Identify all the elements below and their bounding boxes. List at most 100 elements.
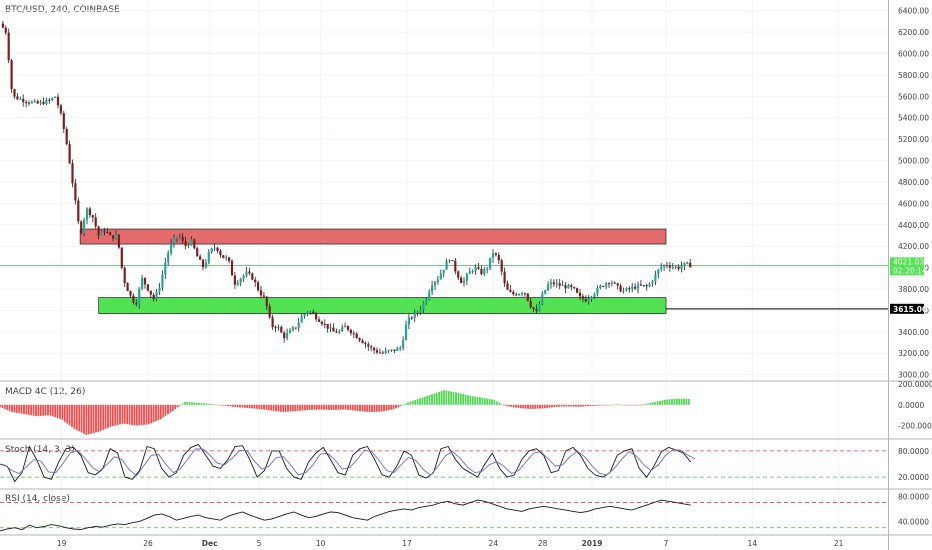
candle-body	[141, 277, 144, 289]
macd-bar	[606, 404, 609, 406]
macd-bar	[450, 391, 453, 405]
macd-bar	[440, 391, 443, 405]
support-zone	[98, 297, 667, 315]
macd-bar	[385, 404, 388, 411]
macd-bar	[546, 404, 549, 408]
macd-bar	[131, 404, 133, 425]
macd-bar	[215, 404, 217, 406]
macd-bar	[323, 404, 325, 410]
macd-bar	[270, 404, 273, 411]
candle-body	[480, 268, 483, 275]
candle-body	[381, 352, 384, 354]
macd-bar	[13, 404, 16, 413]
macd-bar	[390, 404, 393, 410]
candle-body	[219, 250, 222, 256]
macd-bar	[464, 394, 467, 405]
macd-bar	[73, 404, 76, 429]
price-tick-label: 6400.00	[898, 7, 929, 16]
candle-body	[515, 294, 518, 296]
macd-bar	[510, 404, 513, 407]
macd-bar	[642, 404, 645, 406]
time-axis-label: 7	[664, 539, 669, 548]
candle-body	[288, 330, 292, 334]
candle-body	[204, 262, 207, 268]
time-axis-label: 17	[402, 539, 412, 548]
macd-bar	[395, 404, 397, 409]
candle-body	[303, 313, 306, 317]
candle-body	[468, 271, 471, 275]
candle-body	[178, 236, 181, 238]
macd-bar	[6, 404, 9, 410]
time-axis-label: Dec	[202, 539, 218, 548]
macd-bar	[205, 403, 208, 405]
macd-bar	[147, 404, 150, 425]
candle-body	[636, 284, 640, 289]
candle-body	[42, 101, 45, 104]
candle-body	[248, 271, 251, 274]
macd-bar	[488, 399, 491, 405]
candle-body	[167, 252, 170, 263]
macd-bar	[565, 404, 568, 407]
last-price-box	[890, 257, 924, 267]
macd-bar	[188, 402, 191, 405]
macd-bar	[589, 404, 592, 406]
candle-body	[225, 257, 228, 259]
candle-body	[129, 290, 132, 296]
candle-body	[535, 308, 538, 312]
macd-bar	[239, 404, 241, 408]
candle-body	[335, 331, 338, 333]
candle-body	[491, 253, 495, 259]
candle-body	[428, 291, 431, 300]
candle-body	[309, 311, 312, 313]
macd-bar	[198, 402, 201, 405]
macd-bar	[402, 404, 405, 406]
candle-body	[210, 248, 213, 253]
candle-body	[622, 290, 625, 292]
candle-body	[460, 277, 463, 283]
macd-bar	[37, 404, 40, 417]
macd-bar	[95, 404, 97, 433]
macd-bar	[366, 404, 369, 412]
candle-body	[346, 325, 350, 330]
candle-body	[607, 283, 611, 285]
price-tick-label: 3200.00	[898, 349, 929, 358]
macd-bar	[207, 403, 210, 405]
candle-body	[512, 291, 515, 295]
price-tick-label: 5200.00	[898, 135, 929, 144]
macd-bar	[265, 404, 268, 410]
candle-body	[245, 271, 248, 276]
price-tick-label: 4600.00	[898, 199, 929, 208]
macd-bar	[27, 404, 30, 415]
candle-body	[616, 283, 619, 286]
macd-bar	[327, 404, 330, 410]
candle-body	[576, 288, 579, 293]
macd-bar	[498, 402, 501, 405]
macd-bar	[104, 404, 107, 429]
candle-body	[584, 298, 587, 302]
macd-bar	[500, 403, 503, 405]
macd-bar	[54, 404, 57, 418]
macd-bar	[452, 391, 455, 405]
macd-bar	[524, 404, 527, 409]
candle-body	[268, 306, 271, 318]
candle-body	[419, 309, 422, 313]
macd-bar	[294, 404, 297, 412]
macd-bar	[438, 391, 441, 405]
candle-body	[286, 333, 289, 339]
candle-body	[454, 260, 457, 272]
macd-bar	[462, 394, 465, 405]
candle-body	[651, 281, 654, 284]
macd-bar	[481, 397, 484, 405]
candle-body	[97, 226, 100, 236]
candle-body	[561, 285, 564, 287]
candle-body	[619, 285, 622, 292]
macd-bar	[203, 403, 205, 405]
macd-bar	[42, 404, 45, 416]
macd-bar	[32, 404, 35, 416]
macd-bar	[339, 404, 342, 410]
macd-bar	[279, 404, 282, 412]
macd-bar	[378, 404, 381, 412]
macd-bar	[560, 404, 563, 407]
macd-bar	[18, 404, 21, 414]
